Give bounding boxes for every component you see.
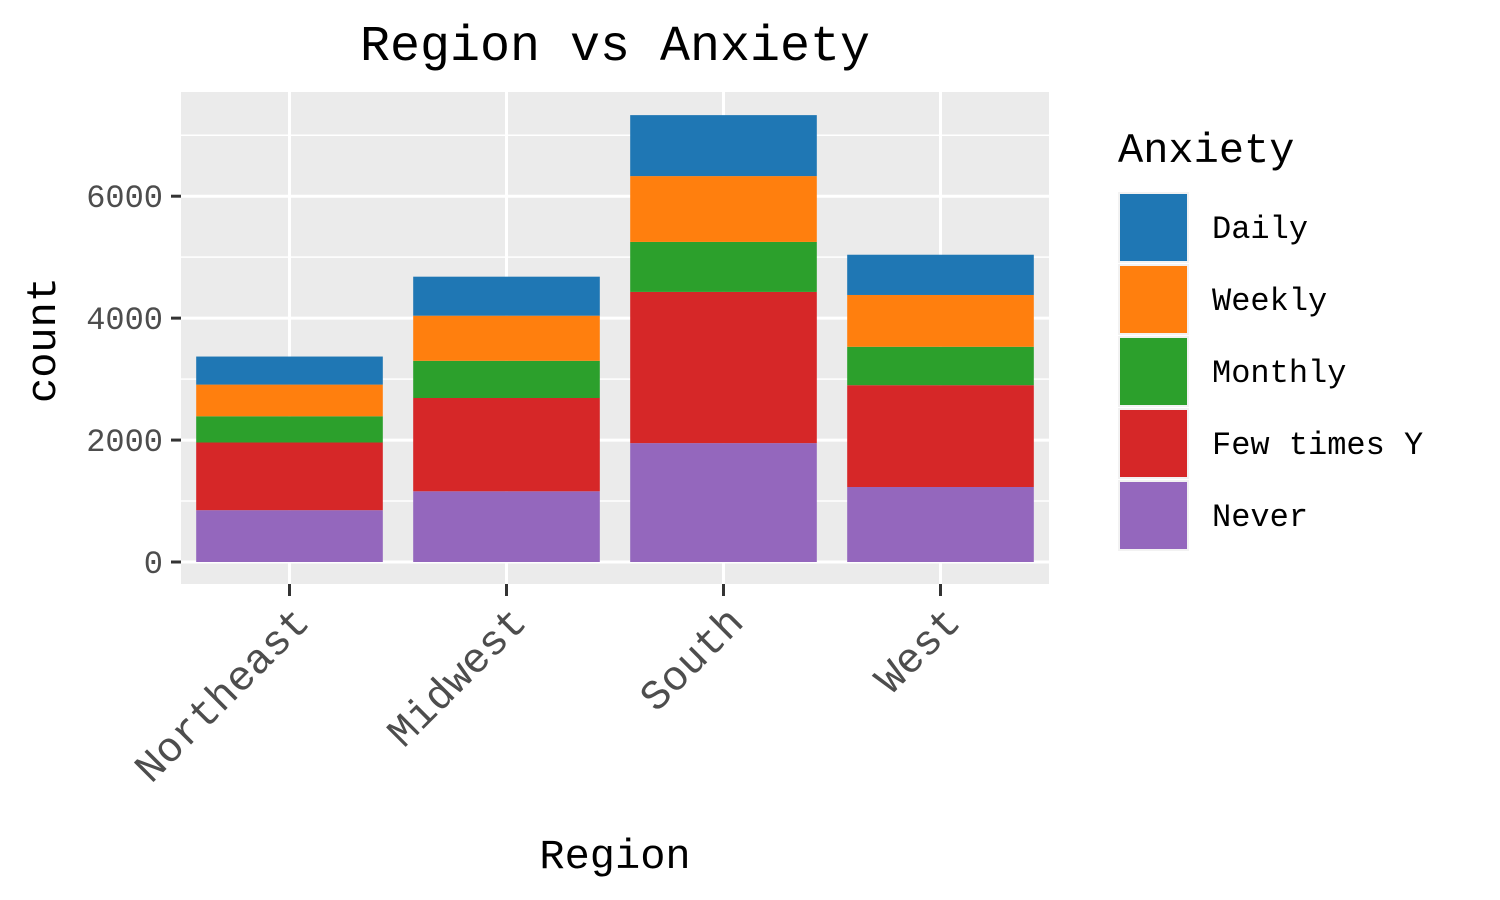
bar-segment [413,491,600,562]
y-tick-label: 4000 [86,302,163,339]
x-tick-label: South [632,599,755,722]
bar-segment [847,487,1034,562]
bar-segment [847,254,1034,295]
legend-swatch [1120,194,1187,261]
y-tick-label: 2000 [86,424,163,461]
bar-segment [196,356,383,385]
bar-segment [630,291,817,444]
legend-label: Few times Y [1212,427,1423,464]
y-axis: 0 2000 4000 6000 [86,180,181,583]
chart-title: Region vs Anxiety [360,19,870,76]
legend: Anxiety Daily Weekly Monthly Few times Y Nev… [1118,127,1423,551]
legend-swatch [1120,338,1187,405]
bar-segment [196,384,383,417]
x-tick-label: West [866,599,971,704]
bars [196,115,1034,562]
bar-segment [413,276,600,316]
bar-segment [413,315,600,361]
bar-segment [630,241,817,292]
legend-label: Never [1212,499,1308,536]
bar-segment [196,442,383,511]
bar-segment [630,115,817,177]
legend-swatch [1120,410,1187,477]
y-axis-title: count [20,277,68,403]
legend-label: Weekly [1212,283,1327,320]
x-axis: Northeast Midwest South West [126,584,972,794]
y-tick-label: 0 [144,546,163,583]
bar-segment [847,385,1034,488]
bar-segment [630,176,817,242]
y-tick-label: 6000 [86,180,163,217]
bar-segment [196,416,383,443]
legend-swatch [1120,266,1187,333]
legend-label: Monthly [1212,355,1346,392]
bar-segment [847,294,1034,347]
bar-segment [413,398,600,492]
bar-segment [196,510,383,562]
bar-segment [630,443,817,562]
legend-title: Anxiety [1118,127,1294,175]
bar-segment [847,346,1034,386]
x-tick-label: Midwest [379,599,538,758]
legend-label: Daily [1212,211,1308,248]
bar-segment [413,360,600,399]
legend-swatch [1120,482,1187,549]
x-axis-title: Region [539,833,690,881]
x-tick-label: Northeast [126,599,320,793]
